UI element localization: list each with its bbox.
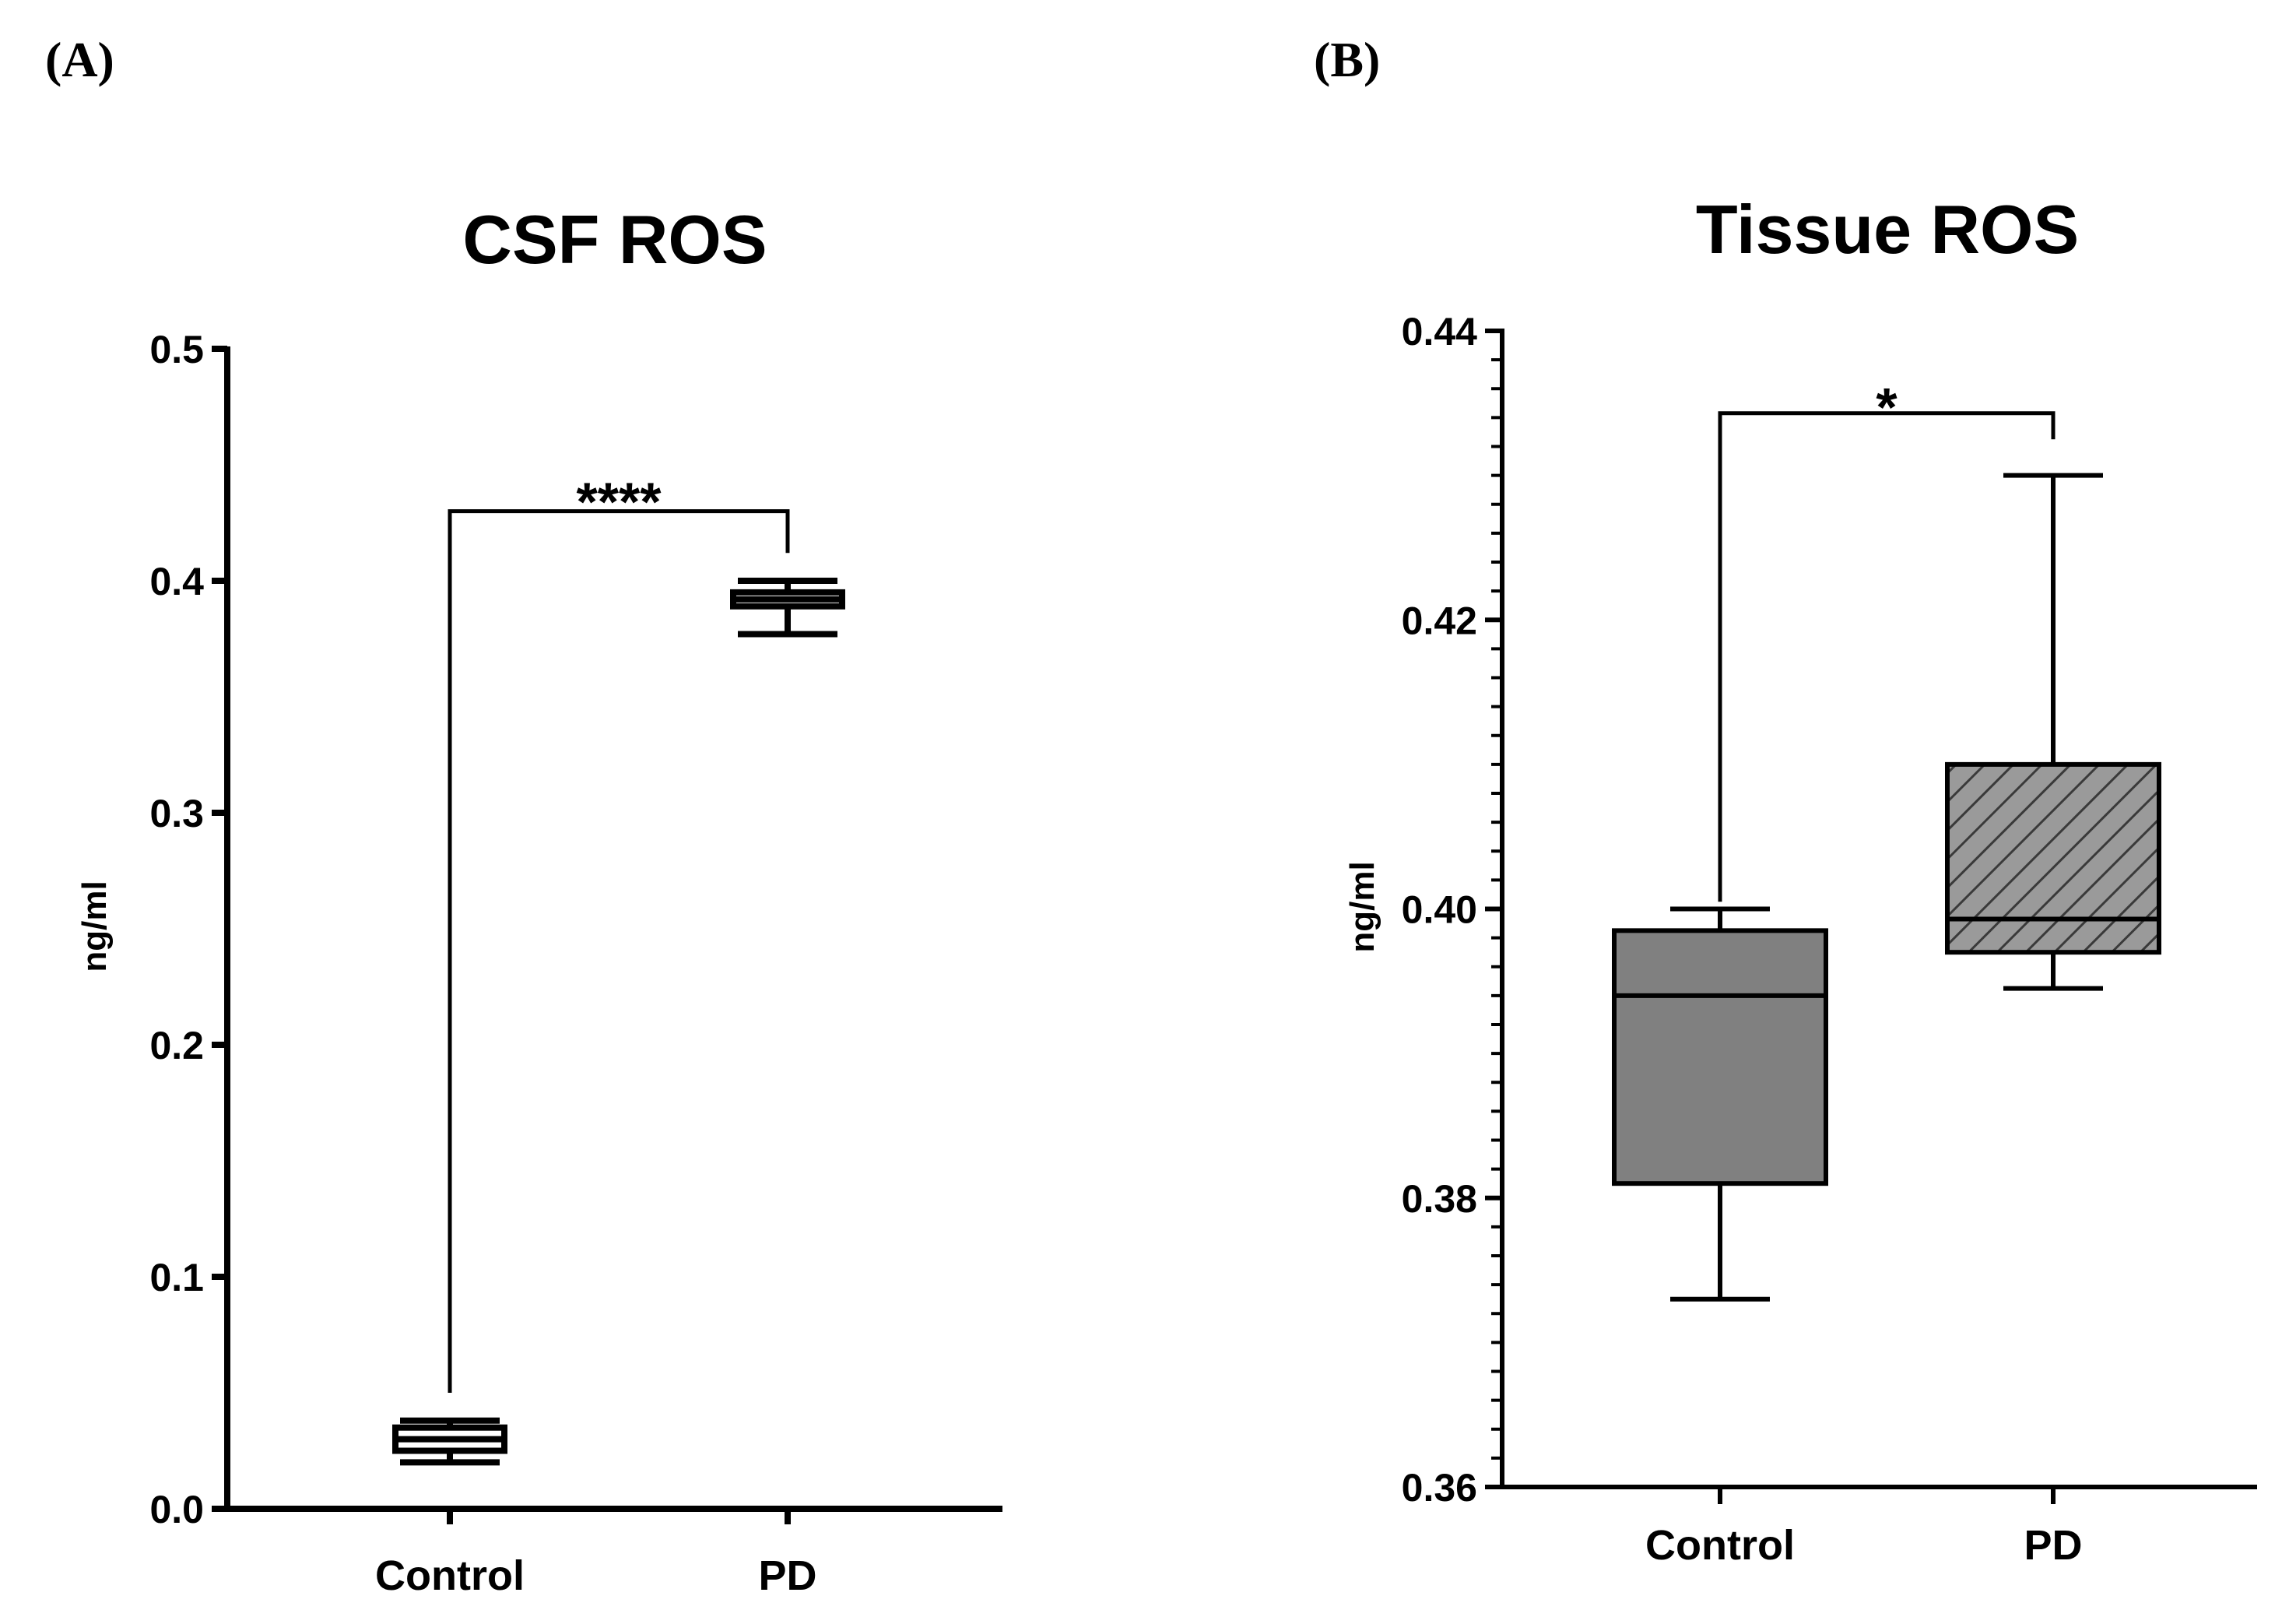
significance-label: * bbox=[1876, 377, 1898, 438]
panel-a: (A) CSF ROS ng/ml 0.0 0.1 0.2 0.3 0.4 0.5 Con… bbox=[45, 32, 1002, 1599]
panel-b-significance: * bbox=[1718, 377, 2056, 902]
significance-label: **** bbox=[577, 472, 662, 533]
panel-b-x-axis: Control PD bbox=[1500, 1485, 2257, 1569]
y-tick-label: 0.44 bbox=[1402, 310, 1478, 353]
box-control bbox=[1612, 906, 1828, 1302]
panel-b-boxes bbox=[1612, 473, 2161, 1302]
panel-a-title: CSF ROS bbox=[462, 201, 767, 278]
y-tick-label: 0.3 bbox=[149, 792, 204, 835]
x-tick-label: PD bbox=[2024, 1522, 2082, 1569]
x-tick-label: Control bbox=[1645, 1522, 1795, 1569]
panel-a-label: (A) bbox=[45, 32, 114, 87]
y-tick-label: 0.42 bbox=[1402, 599, 1477, 642]
box-control bbox=[392, 1417, 507, 1466]
panel-a-x-axis: Control PD bbox=[224, 1506, 1002, 1599]
y-tick-label: 0.36 bbox=[1402, 1466, 1477, 1510]
box-pd bbox=[1945, 473, 2161, 991]
panel-a-significance: **** bbox=[448, 472, 790, 1393]
panel-b-label: (B) bbox=[1314, 32, 1380, 87]
x-tick-label: PD bbox=[758, 1552, 816, 1599]
box-pd bbox=[730, 578, 845, 638]
y-tick-label: 0.2 bbox=[149, 1024, 204, 1067]
y-tick-label: 0.38 bbox=[1402, 1177, 1477, 1221]
box-iqr bbox=[1612, 928, 1828, 1186]
panel-b-y-axis-title: ng/ml bbox=[1343, 861, 1381, 952]
x-tick-label: Control bbox=[375, 1552, 525, 1599]
y-tick-label: 0.40 bbox=[1402, 888, 1477, 932]
y-tick-label: 0.0 bbox=[149, 1488, 204, 1531]
y-tick-label: 0.5 bbox=[149, 328, 204, 371]
y-tick-label: 0.1 bbox=[149, 1256, 204, 1299]
box-iqr bbox=[1945, 761, 2161, 955]
panel-b-y-axis: 0.36 0.38 0.40 0.42 0.44 bbox=[1402, 310, 1504, 1510]
panel-a-y-axis-title: ng/ml bbox=[75, 881, 114, 972]
significance-bracket bbox=[1718, 411, 2056, 902]
panel-b-title: Tissue ROS bbox=[1696, 191, 2079, 268]
panel-b: (B) Tissue ROS ng/ml 0.36 0.38 0.40 0.42 0.4… bbox=[1314, 32, 2257, 1569]
y-tick-label: 0.4 bbox=[149, 560, 204, 603]
significance-bracket bbox=[448, 509, 790, 1393]
panel-a-boxes bbox=[392, 578, 845, 1466]
panel-a-y-axis: 0.0 0.1 0.2 0.3 0.4 0.5 bbox=[149, 328, 230, 1531]
